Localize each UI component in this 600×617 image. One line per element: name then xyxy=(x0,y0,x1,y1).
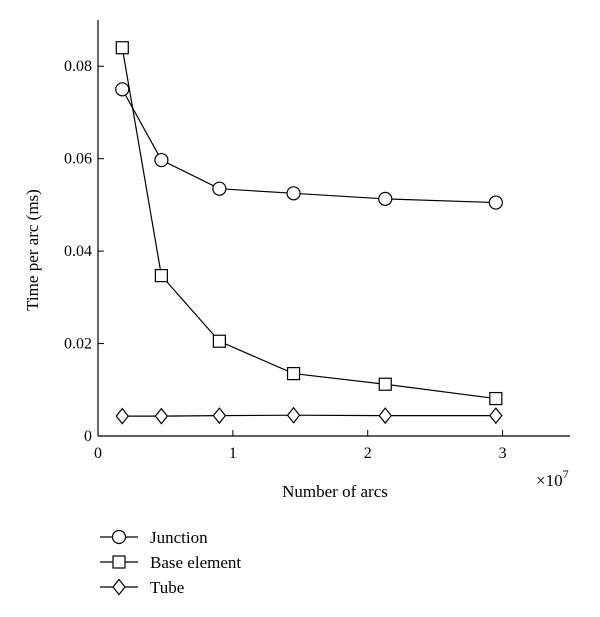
x-tick-label: 1 xyxy=(229,445,237,462)
x-tick-label: 0 xyxy=(94,445,102,462)
y-tick-label: 0.08 xyxy=(64,58,92,75)
data-point xyxy=(154,269,168,283)
legend-label: Base element xyxy=(150,553,241,572)
series-line xyxy=(121,89,496,204)
legend: Junction Base element Tube xyxy=(100,528,241,597)
data-point xyxy=(378,377,392,391)
series-line xyxy=(121,47,496,400)
data-point xyxy=(115,82,130,97)
data-point xyxy=(115,407,130,425)
legend-marker xyxy=(112,555,126,569)
series-junction xyxy=(115,82,503,210)
legend-label: Junction xyxy=(150,528,208,547)
series-layer xyxy=(115,41,503,425)
x-tick-label: 2 xyxy=(364,445,372,462)
legend-item: Base element xyxy=(100,553,241,572)
data-point xyxy=(488,195,503,210)
data-point xyxy=(489,391,503,406)
data-point xyxy=(286,367,301,381)
x-tick-label: 3 xyxy=(499,445,507,462)
legend-marker xyxy=(111,529,127,545)
legend-item: Junction xyxy=(100,528,208,547)
y-tick-label: 0 xyxy=(84,428,92,445)
data-point xyxy=(286,186,301,201)
data-point xyxy=(115,41,129,55)
series-tube xyxy=(115,406,503,425)
y-tick-label: 0.06 xyxy=(64,151,92,168)
data-point xyxy=(212,334,226,348)
data-point xyxy=(489,407,503,425)
data-point xyxy=(212,407,227,425)
data-point xyxy=(154,152,169,168)
legend-marker xyxy=(112,578,126,596)
y-tick-label: 0.04 xyxy=(64,243,92,260)
data-point xyxy=(378,407,393,425)
series-line xyxy=(122,414,496,417)
y-tick-label: 0.02 xyxy=(64,336,92,353)
x-axis-label: Number of arcs xyxy=(282,482,388,501)
data-point xyxy=(378,191,393,206)
data-point xyxy=(212,181,227,196)
legend-label: Tube xyxy=(150,578,184,597)
data-point xyxy=(154,407,169,425)
x-axis-exponent: ×107 xyxy=(536,467,569,490)
series-base-element xyxy=(115,41,503,406)
legend-item: Tube xyxy=(100,578,184,597)
y-axis-label: Time per arc (ms) xyxy=(23,189,42,311)
data-point xyxy=(286,406,301,424)
x-axis-exponent-base: ×10 xyxy=(536,471,563,490)
axes: 0 1 2 3 0 0.02 0.04 0.06 0.08 xyxy=(64,20,570,462)
x-axis-exponent-power: 7 xyxy=(563,467,569,481)
